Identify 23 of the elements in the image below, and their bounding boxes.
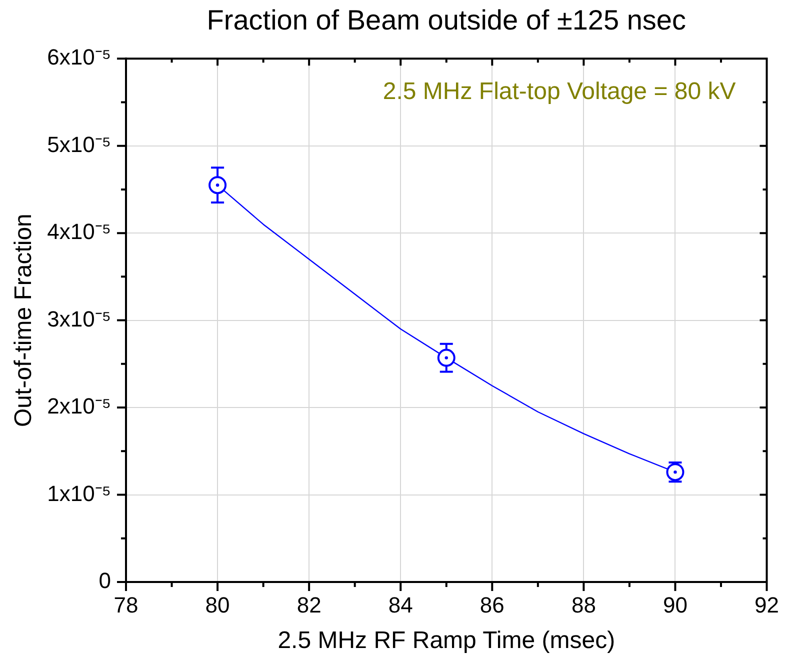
x-tick-label: 88 [571, 592, 596, 618]
y-tick-label: 3x10⁻⁵ [47, 306, 111, 332]
point [444, 356, 448, 360]
y-axis-title: Out-of-time Fraction [10, 214, 38, 427]
x-tick-label: 78 [114, 592, 138, 618]
point [437, 348, 456, 367]
x-tick-label: 82 [296, 592, 322, 618]
y-tick-label: 0 [98, 568, 111, 594]
annotation: 2.5 MHz Flat-top Voltage = 80 kV [382, 78, 736, 106]
x-tick-label: 90 [662, 592, 688, 618]
y-tick-label: 1x10⁻⁵ [47, 480, 111, 506]
x-tick-label: 84 [388, 592, 413, 618]
y-tick-label: 4x10⁻⁵ [47, 219, 111, 244]
x-tick-label: 86 [480, 592, 504, 618]
y-tick-label: 6x10⁻⁵ [47, 44, 111, 70]
point [216, 183, 220, 187]
y-tick-label: 5x10⁻⁵ [47, 132, 111, 157]
x-axis-title: 2.5 MHz RF Ramp Time (msec) [278, 627, 616, 654]
x-tick-label: 92 [754, 592, 780, 618]
y-tick-label: 2x10⁻⁵ [47, 394, 111, 419]
x-tick-label: 80 [205, 592, 230, 618]
chart-title: Fraction of Beam outside of ±125 nsec [206, 4, 686, 36]
point [208, 176, 227, 194]
